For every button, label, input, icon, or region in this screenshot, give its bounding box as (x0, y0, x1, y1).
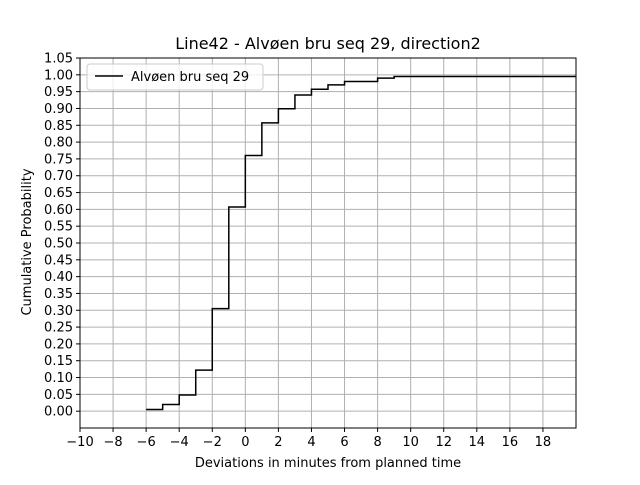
x-tick-label: 8 (373, 435, 381, 450)
y-tick-label: 0.05 (44, 388, 73, 403)
y-tick-label: 0.85 (44, 119, 73, 134)
y-tick-label: 0.15 (44, 354, 73, 369)
y-tick-label: 0.55 (44, 220, 73, 235)
x-tick-label: 6 (340, 435, 348, 450)
y-tick-label: 0.80 (44, 136, 73, 151)
y-tick-label: 1.00 (44, 68, 73, 83)
y-tick-label: 0.95 (44, 85, 73, 100)
x-tick-label: −4 (170, 435, 189, 450)
x-tick-label: 14 (469, 435, 486, 450)
y-tick-label: 0.70 (44, 169, 73, 184)
chart-title: Line42 - Alvøen bru seq 29, direction2 (175, 34, 481, 53)
y-tick-label: 0.20 (44, 337, 73, 352)
x-tick-label: −6 (137, 435, 156, 450)
y-tick-label: 0.65 (44, 186, 73, 201)
x-tick-label: 18 (535, 435, 552, 450)
x-tick-label: 4 (307, 435, 315, 450)
y-tick-label: 0.00 (44, 405, 73, 420)
y-axis-title: Cumulative Probability (20, 168, 35, 315)
x-tick-label: −8 (103, 435, 122, 450)
x-axis-title: Deviations in minutes from planned time (195, 456, 461, 471)
x-tick-label: 2 (274, 435, 282, 450)
x-tick-label: 0 (241, 435, 249, 450)
y-tick-label: 0.60 (44, 203, 73, 218)
x-tick-label: −10 (66, 435, 93, 450)
y-tick-label: 0.10 (44, 371, 73, 386)
x-tick-label: 10 (402, 435, 419, 450)
x-tick-label: 16 (502, 435, 519, 450)
y-tick-label: 0.90 (44, 102, 73, 117)
y-tick-label: 0.75 (44, 152, 73, 167)
grid (79, 57, 576, 428)
legend: Alvøen bru seq 29 (86, 63, 264, 91)
legend-label: Alvøen bru seq 29 (131, 70, 249, 85)
x-tick-label: 12 (435, 435, 452, 450)
y-tick-label: 0.50 (44, 237, 73, 252)
y-tick-label: 0.30 (44, 304, 73, 319)
y-tick-label: 0.35 (44, 287, 73, 302)
series-layer (146, 75, 576, 411)
x-tick-label: −2 (203, 435, 222, 450)
y-axis: 0.00 0.05 0.10 0.15 0.200.25 0.30 0.35 0.40 0.45… (44, 52, 80, 420)
series-line (146, 75, 576, 411)
y-tick-label: 0.40 (44, 270, 73, 285)
legend-box (86, 63, 264, 91)
y-tick-label: 0.45 (44, 253, 73, 268)
y-tick-label: 0.25 (44, 321, 73, 336)
x-axis: −10 −8 −6 −4 −2 0 2 4 6 8 10 12 14 16 18 (66, 428, 551, 450)
y-tick-label: 1.05 (44, 52, 73, 67)
